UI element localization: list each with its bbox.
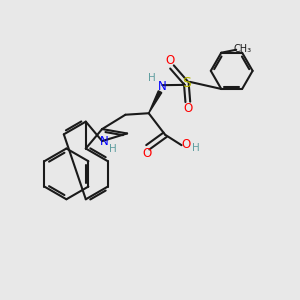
Polygon shape xyxy=(149,91,162,113)
Text: N: N xyxy=(100,135,109,148)
Text: N: N xyxy=(158,80,167,93)
Text: O: O xyxy=(166,54,175,67)
Text: O: O xyxy=(184,102,193,115)
Text: H: H xyxy=(109,143,116,154)
Text: S: S xyxy=(182,76,191,90)
Text: H: H xyxy=(148,73,156,83)
Text: O: O xyxy=(182,138,190,151)
Text: CH₃: CH₃ xyxy=(233,44,251,54)
Text: O: O xyxy=(142,147,152,160)
Text: H: H xyxy=(192,142,200,153)
